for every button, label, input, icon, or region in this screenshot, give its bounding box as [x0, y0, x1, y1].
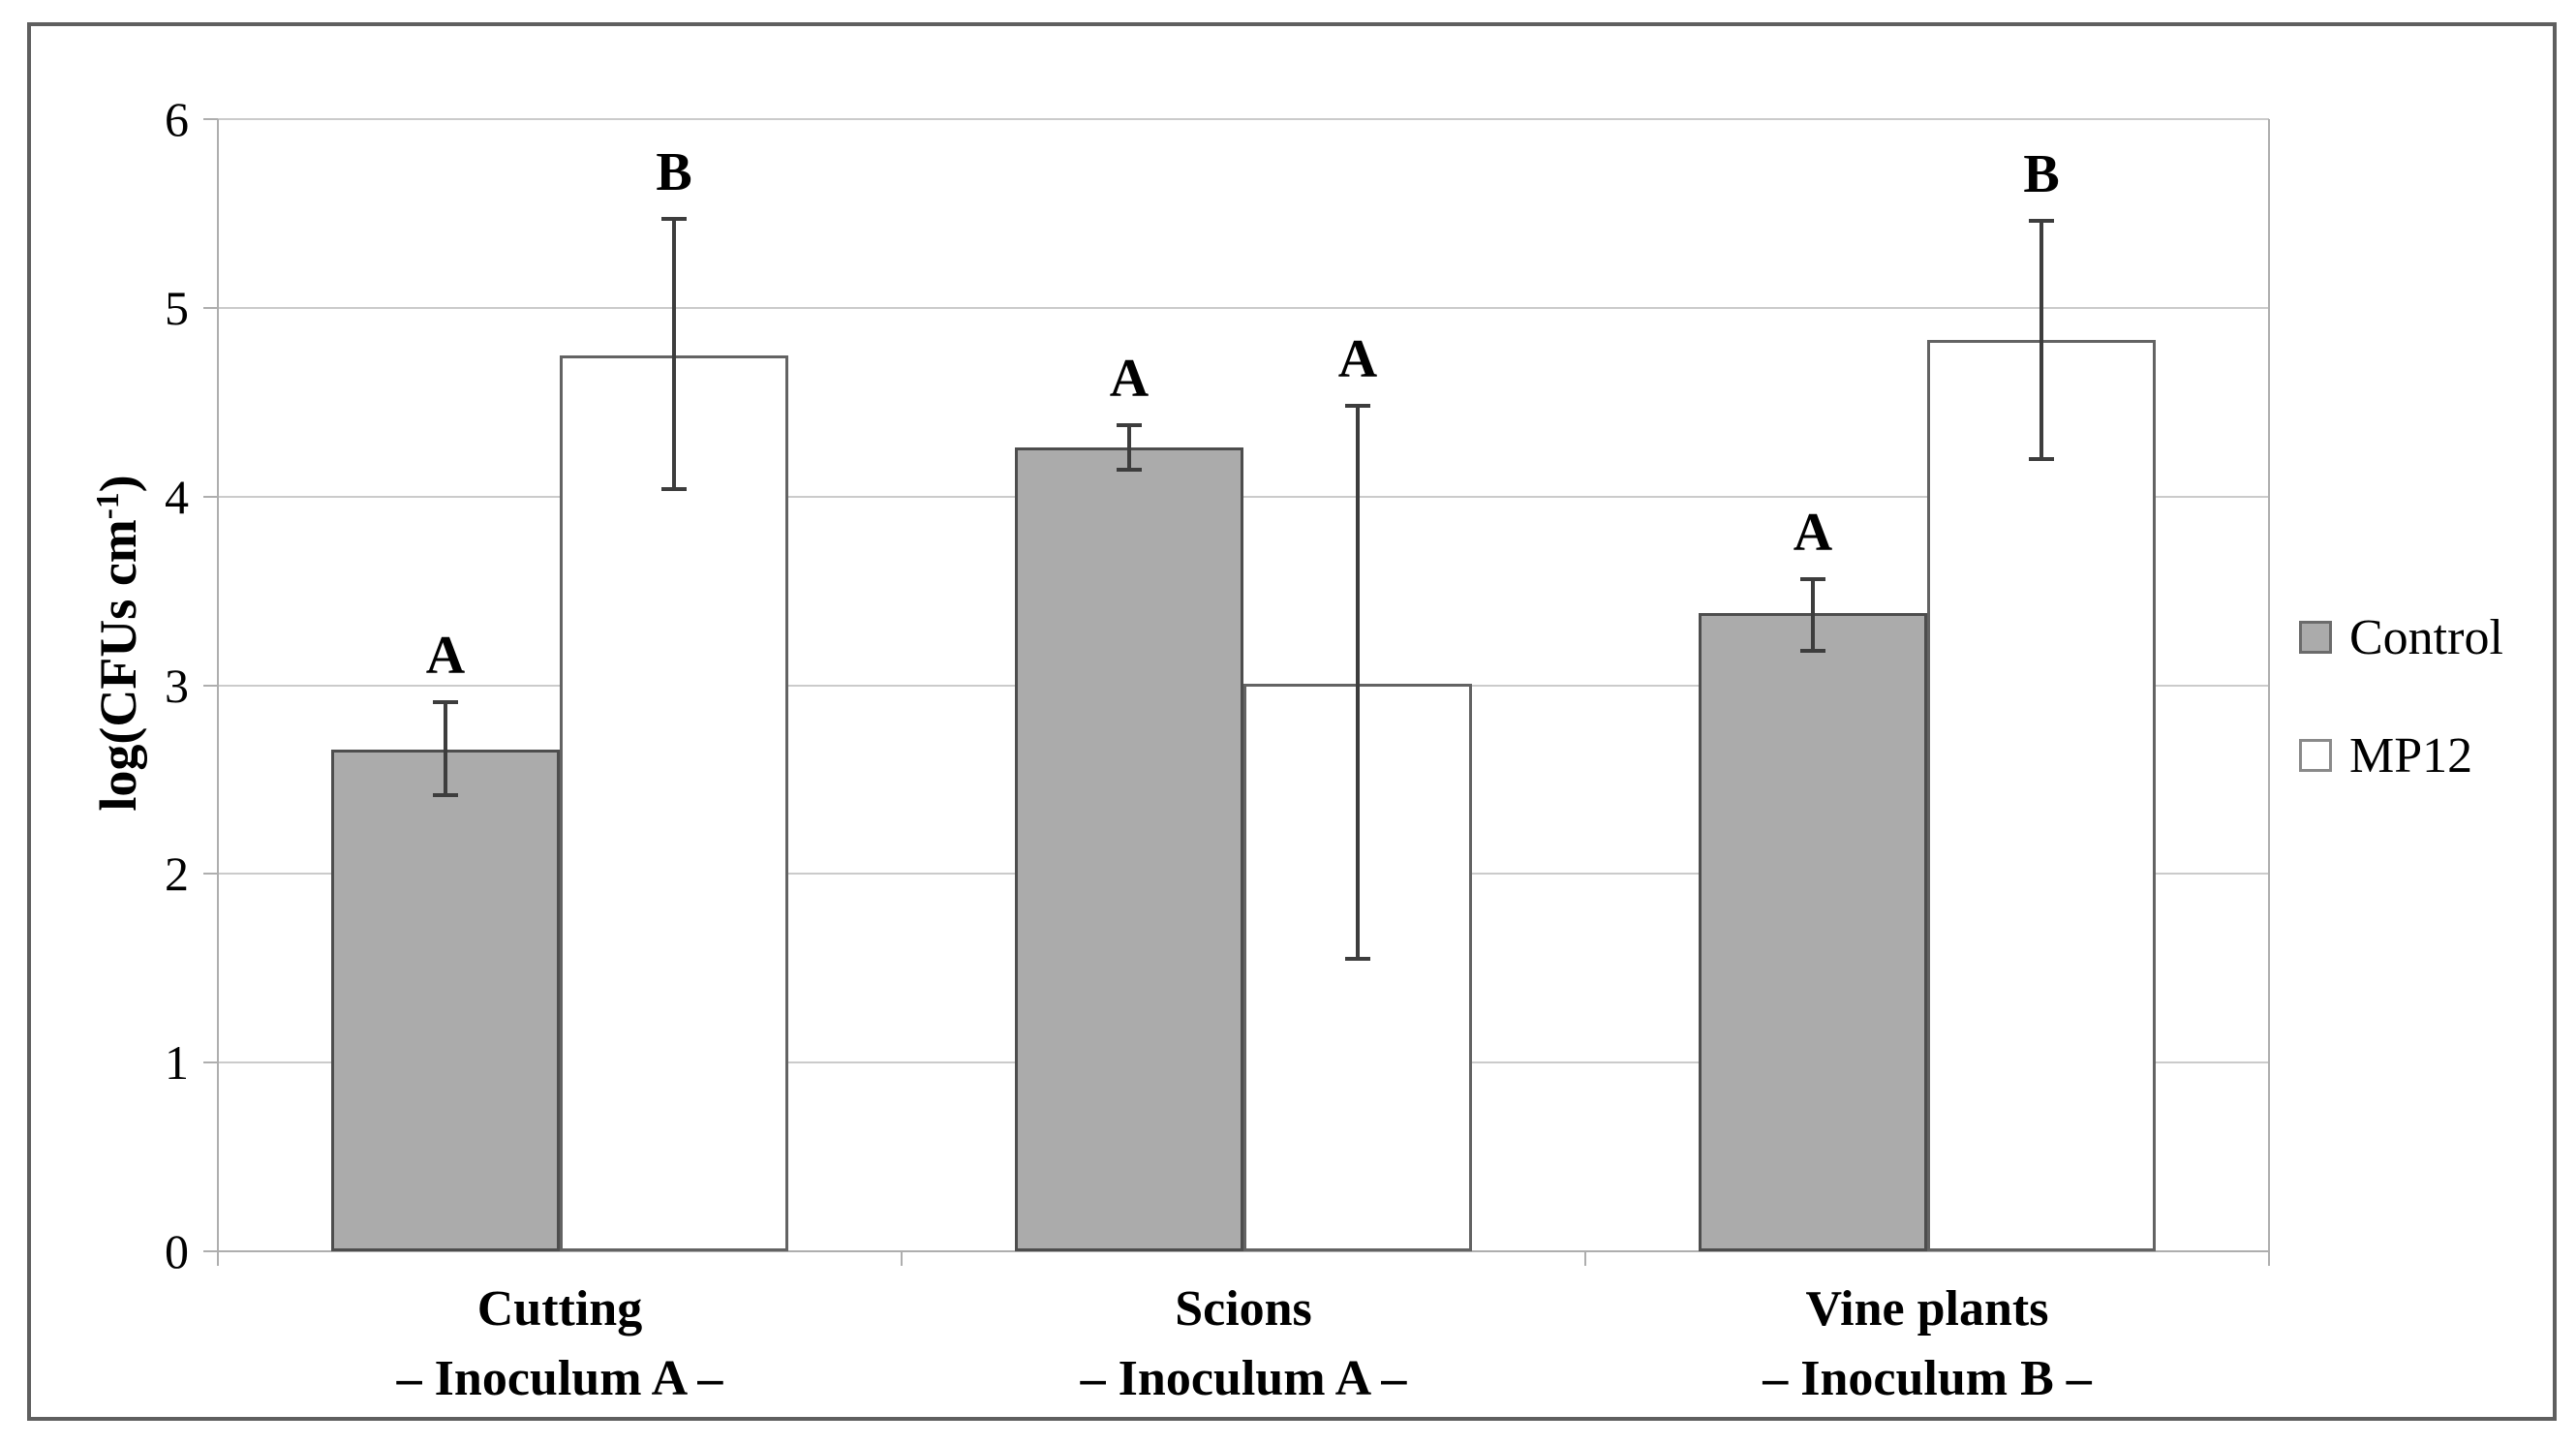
gridline: [218, 495, 2269, 498]
bar-mp12-vine-plants: [1927, 339, 2156, 1251]
legend-label-mp12: MP12: [2349, 727, 2473, 784]
legend-swatch-mp12: [2299, 739, 2332, 772]
y-tick: [203, 1061, 218, 1064]
gridline: [218, 306, 2269, 309]
error-bar-cap: [1117, 422, 1142, 427]
figure-border: [27, 22, 2557, 1421]
legend-swatch-control: [2299, 621, 2332, 654]
error-bar-cap: [661, 486, 687, 491]
error-bar-line: [1811, 579, 1815, 652]
error-bar-cap: [433, 792, 458, 797]
x-tick: [901, 1251, 903, 1266]
significance-letter: A: [1109, 348, 1150, 409]
y-tick: [203, 684, 218, 687]
y-axis-title-text: log(CFUs cm: [89, 519, 147, 812]
error-bar-cap: [1345, 957, 1370, 961]
legend-item-mp12: MP12: [2299, 727, 2473, 784]
bar-mp12-cutting: [560, 354, 788, 1251]
y-axis-title-close: ): [89, 475, 147, 493]
y-tick: [203, 873, 218, 876]
y-tick-label: 6: [165, 92, 189, 146]
y-tick-label: 2: [165, 846, 189, 902]
category-label-line1: Cutting: [476, 1281, 643, 1337]
y-axis-line: [217, 119, 219, 1253]
y-tick: [203, 118, 218, 120]
error-bar-cap: [2029, 219, 2054, 224]
y-tick-label: 5: [165, 280, 189, 335]
y-axis-title: log(CFUs cm-1): [88, 475, 148, 811]
y-tick-label: 4: [165, 469, 189, 524]
gridline: [218, 118, 2269, 120]
plot-right-border: [2268, 119, 2270, 1251]
error-bar-line: [672, 219, 676, 489]
category-label-line1: Vine plants: [1805, 1281, 2049, 1337]
error-bar-cap: [433, 700, 458, 705]
category-label-line2: – Inoculum A –: [396, 1351, 723, 1406]
error-bar-cap: [2029, 456, 2054, 461]
category-label-vine-plants: Vine plants – Inoculum B –: [1585, 1275, 2269, 1414]
y-tick: [203, 306, 218, 309]
significance-letter: A: [425, 626, 466, 687]
error-bar-cap: [1800, 649, 1825, 654]
x-axis-line: [218, 1250, 2269, 1252]
y-axis-title-superscript: -1: [89, 492, 126, 520]
x-tick: [2268, 1251, 2270, 1266]
bar-control-cutting: [331, 749, 560, 1251]
significance-letter: B: [2023, 144, 2060, 205]
y-tick: [203, 1250, 218, 1252]
error-bar-line: [1356, 406, 1360, 959]
category-label-cutting: Cutting – Inoculum A –: [218, 1275, 902, 1414]
error-bar-line: [444, 702, 447, 795]
category-label-line2: – Inoculum B –: [1763, 1351, 2092, 1406]
category-label-line1: Scions: [1175, 1281, 1312, 1337]
y-tick-label: 1: [165, 1035, 189, 1091]
category-label-scions: Scions – Inoculum A –: [902, 1275, 1585, 1414]
bar-control-vine-plants: [1699, 613, 1927, 1251]
legend-label-control: Control: [2349, 609, 2503, 665]
y-tick-label: 3: [165, 658, 189, 713]
category-label-line2: – Inoculum A –: [1080, 1351, 1407, 1406]
error-bar-line: [1127, 424, 1131, 471]
legend-item-control: Control: [2299, 609, 2503, 665]
error-bar-line: [2039, 221, 2043, 459]
y-tick-label: 0: [165, 1224, 189, 1278]
error-bar-cap: [1117, 468, 1142, 473]
error-bar-cap: [661, 217, 687, 222]
significance-letter: B: [656, 142, 692, 203]
significance-letter: A: [1337, 329, 1378, 390]
x-tick: [1584, 1251, 1586, 1266]
x-tick: [217, 1251, 219, 1266]
bar-control-scions: [1015, 447, 1243, 1251]
significance-letter: A: [1793, 503, 1833, 564]
error-bar-cap: [1345, 404, 1370, 409]
error-bar-cap: [1800, 577, 1825, 582]
y-tick: [203, 495, 218, 498]
